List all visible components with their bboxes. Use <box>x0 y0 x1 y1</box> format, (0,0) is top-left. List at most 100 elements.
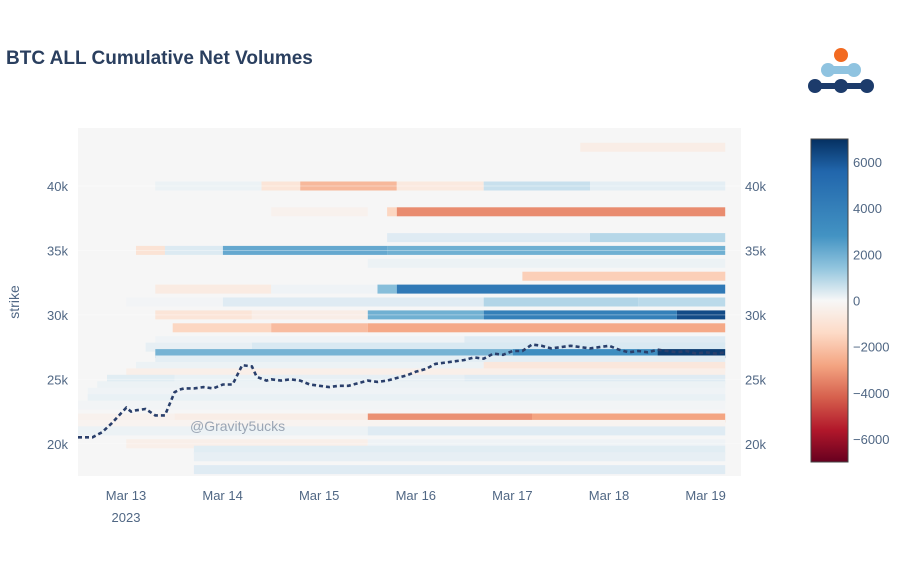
heatmap-cell <box>590 181 726 191</box>
heatmap-cell <box>676 310 726 320</box>
heatmap-cell <box>251 342 726 352</box>
heatmap-cell <box>145 342 252 352</box>
colorbar-tick-label: 6000 <box>853 155 882 170</box>
colorbar-ticks: 6000 4000 2000 0 −2000 −4000 −6000 <box>853 155 890 447</box>
heatmap-cell <box>78 419 726 429</box>
heatmap-cell <box>174 413 368 423</box>
heatmap-cell <box>483 310 677 320</box>
y-tick-label-right: 20k <box>745 437 766 452</box>
heatmap-cell <box>638 297 726 307</box>
heatmap-cell <box>367 439 726 449</box>
colorbar-tick-label: −4000 <box>853 386 890 401</box>
heatmap-cell <box>87 387 726 397</box>
heatmap-cell <box>155 349 513 359</box>
colorbar-tick-label: −2000 <box>853 340 890 355</box>
colorbar-tick-label: 4000 <box>853 201 882 216</box>
heatmap-cell <box>126 368 726 378</box>
y-tick-label-left: 40k <box>47 179 68 194</box>
heatmap-cell <box>396 207 726 217</box>
y-tick-label-left: 25k <box>47 372 68 387</box>
heatmap-cell <box>126 439 368 449</box>
heatmap-cell <box>222 297 484 307</box>
heatmap-cell <box>464 336 726 346</box>
y-axis-left: 20k 25k 30k 35k 40k <box>47 179 68 452</box>
heatmap-cell <box>464 374 726 384</box>
x-tick-year: 2023 <box>112 510 141 525</box>
x-tick-label: Mar 17 <box>492 488 532 503</box>
heatmap-cell <box>367 310 484 320</box>
heatmap-cell <box>396 181 484 191</box>
heatmap-cell <box>271 207 368 217</box>
heatmap-cell <box>193 445 726 455</box>
heatmap-cell <box>193 452 726 462</box>
x-tick-label: Mar 15 <box>299 488 339 503</box>
heatmap-cell <box>367 413 532 423</box>
heatmap-cell <box>300 181 397 191</box>
heatmap-cell <box>580 142 726 152</box>
colorbar <box>810 138 849 463</box>
heatmap-cell <box>155 310 252 320</box>
y-tick-label-left: 30k <box>47 308 68 323</box>
heatmap-cell <box>367 258 726 268</box>
heatmap-cell <box>387 233 590 243</box>
heatmap-cell <box>87 394 726 404</box>
heatmap-cell <box>172 323 272 333</box>
heatmap-cell <box>532 413 726 423</box>
y-tick-label-right: 25k <box>745 372 766 387</box>
heatmap-cell <box>367 426 726 436</box>
heatmap-cell <box>483 297 639 307</box>
heatmap-cell <box>483 361 726 371</box>
heatmap-cell <box>522 271 726 281</box>
x-axis: Mar 13 Mar 14 Mar 15 Mar 16 Mar 17 Mar 18 Mar … <box>106 488 726 525</box>
logo-top-dot <box>834 48 848 62</box>
heatmap-cell <box>261 181 301 191</box>
heatmap-cell <box>222 245 388 255</box>
heatmap-cell <box>155 355 726 365</box>
colorbar-tick-label: −6000 <box>853 432 890 447</box>
x-tick-label: Mar 16 <box>396 488 436 503</box>
x-tick-label: Mar 13 <box>106 488 146 503</box>
heatmap-cell <box>164 245 223 255</box>
heatmap-cell <box>271 323 368 333</box>
heatmap-cell <box>657 349 726 359</box>
heatmap-cell <box>107 374 175 384</box>
heatmap-cell <box>590 233 726 243</box>
logo-bottom-bar <box>815 83 867 89</box>
y-tick-label-left: 35k <box>47 243 68 258</box>
heatmap-cell <box>136 245 165 255</box>
heatmap-cell <box>271 284 378 294</box>
chart-title: BTC ALL Cumulative Net Volumes <box>6 48 313 69</box>
y-tick-label-right: 35k <box>745 243 766 258</box>
x-tick-label: Mar 18 <box>589 488 629 503</box>
heatmap-cell <box>78 400 726 410</box>
heatmap-cell <box>78 413 175 423</box>
grid-lines <box>78 185 741 445</box>
heatmap-cell <box>193 465 726 475</box>
heatmap-cell <box>97 381 726 391</box>
y-axis-right: 20k 25k 30k 35k 40k <box>745 179 766 452</box>
heatmap-cell <box>155 336 465 346</box>
heatmap-cell <box>126 297 223 307</box>
heatmap-cell <box>78 426 368 436</box>
price-line <box>78 343 726 439</box>
watermark: @Gravity5ucks <box>190 418 285 434</box>
x-tick-label: Mar 14 <box>202 488 242 503</box>
y-tick-label-right: 40k <box>745 179 766 194</box>
heatmap-cell <box>155 181 262 191</box>
colorbar-tick-label: 2000 <box>853 247 882 262</box>
heatmap-cell <box>251 310 368 320</box>
colorbar-tick-label: 0 <box>853 294 860 309</box>
heatmap-cell <box>483 181 590 191</box>
heatmap-cell <box>387 245 726 255</box>
heatmap-cell <box>387 207 397 217</box>
y-tick-label-left: 20k <box>47 437 68 452</box>
x-tick-label: Mar 19 <box>685 488 725 503</box>
y-axis-title: strike <box>6 285 22 319</box>
heatmap-cell <box>377 284 397 294</box>
heatmap-cell <box>155 284 272 294</box>
heatmap-cell <box>367 323 726 333</box>
heatmap-rows <box>78 142 726 475</box>
logo-middle-bar <box>828 66 854 74</box>
heatmap-cell <box>136 361 484 371</box>
y-tick-label-right: 30k <box>745 308 766 323</box>
